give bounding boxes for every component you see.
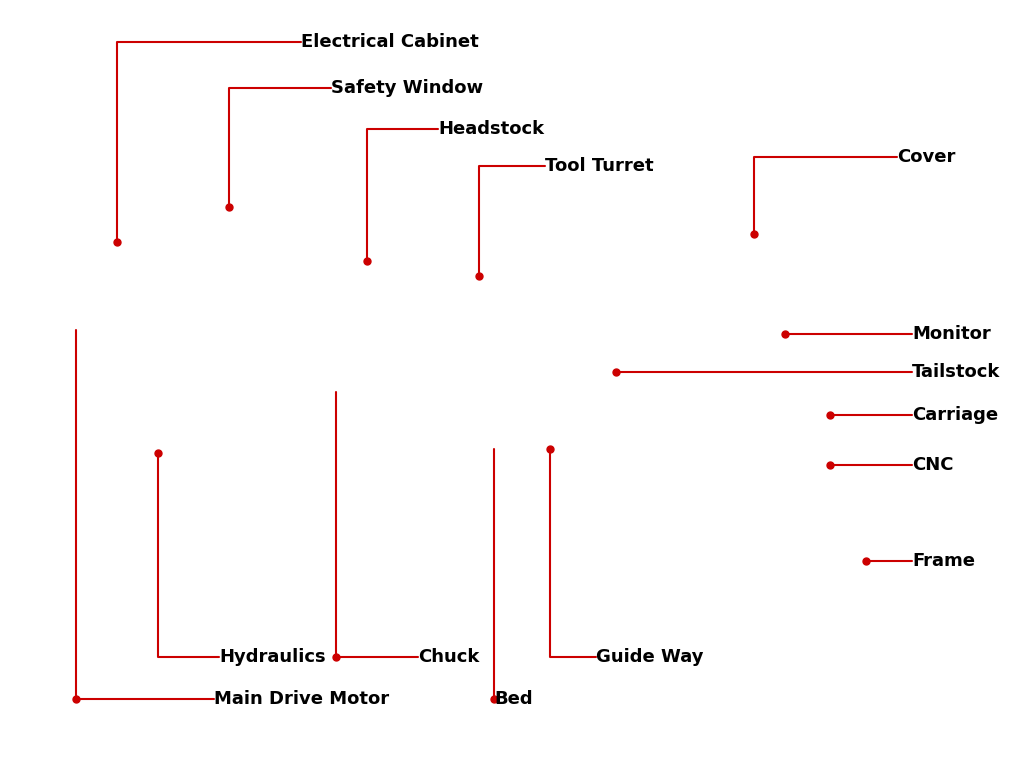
Text: Safety Window: Safety Window xyxy=(331,79,483,98)
Text: Hydraulics: Hydraulics xyxy=(219,647,326,666)
Text: Tool Turret: Tool Turret xyxy=(545,157,653,175)
Text: CNC: CNC xyxy=(912,455,953,474)
Text: Main Drive Motor: Main Drive Motor xyxy=(214,690,389,708)
Text: Tailstock: Tailstock xyxy=(912,363,1000,382)
Text: Frame: Frame xyxy=(912,551,975,570)
Text: Cover: Cover xyxy=(897,148,955,167)
Text: Guide Way: Guide Way xyxy=(596,647,703,666)
Text: Monitor: Monitor xyxy=(912,325,990,343)
Text: Headstock: Headstock xyxy=(438,120,545,138)
Text: Electrical Cabinet: Electrical Cabinet xyxy=(301,33,478,51)
Text: Chuck: Chuck xyxy=(418,647,479,666)
Text: Carriage: Carriage xyxy=(912,406,998,424)
Text: Bed: Bed xyxy=(495,690,532,708)
